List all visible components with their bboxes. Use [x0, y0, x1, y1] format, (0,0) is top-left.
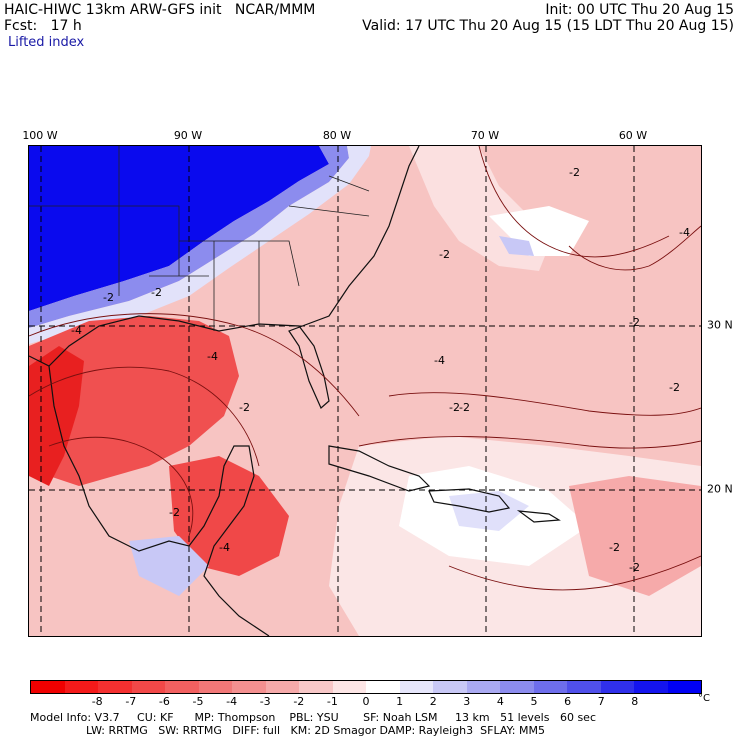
init-time: Init: 00 UTC Thu 20 Aug 15 [545, 2, 734, 18]
colorbar-segment [332, 681, 366, 693]
colorbar-tick-label: -7 [125, 695, 137, 708]
colorbar-segment [533, 681, 567, 693]
contour-label: -4 [207, 350, 218, 363]
lon-label-90w: 90 W [173, 129, 203, 142]
colorbar-segment [131, 681, 165, 693]
contour-label: -4 [71, 324, 82, 337]
contour-label: -2 [169, 506, 180, 519]
colorbar-unit: °C [698, 693, 710, 704]
contour-label: -2 [239, 401, 250, 414]
contour-label: -2 [629, 561, 640, 574]
colorbar-segment [667, 681, 701, 693]
valid-time: Valid: 17 UTC Thu 20 Aug 15 (15 LDT Thu … [362, 18, 734, 34]
caribbean-stable-patch [449, 491, 529, 531]
contour-label: -2 [439, 248, 450, 261]
contour-label: -2 [151, 286, 162, 299]
contour-label: -4 [219, 541, 230, 554]
colorbar-segment [634, 681, 668, 693]
colorbar-segment [399, 681, 433, 693]
colorbar-segment [64, 681, 98, 693]
lon-label-80w: 80 W [322, 129, 352, 142]
colorbar-segment [265, 681, 299, 693]
colorbar-tick-label: -6 [158, 695, 170, 708]
model-run-title: HAIC-HIWC 13km ARW-GFS init NCAR/MMM [4, 2, 316, 18]
colorbar-tick-label: -4 [226, 695, 238, 708]
atlantic-stable-patch [499, 236, 534, 256]
colorbar-tick-label: -8 [91, 695, 103, 708]
state-borders [29, 146, 370, 331]
contour-label: -2 [609, 541, 620, 554]
colorbar-tick-label: 1 [396, 695, 404, 708]
colorbar-segment [165, 681, 199, 693]
colorbar-segment [198, 681, 232, 693]
colorbar-segment [299, 681, 333, 693]
contour-label: -4 [679, 226, 690, 239]
contour-label: -2 [569, 166, 580, 179]
field-name: Lifted index [8, 35, 85, 50]
forecast-hour: Fcst: 17 h [4, 18, 82, 34]
colorbar-segment [600, 681, 634, 693]
colorbar-tick-label: 6 [564, 695, 572, 708]
lon-label-70w: 70 W [470, 129, 500, 142]
model-info-line-2: LW: RRTMG SW: RRTMG DIFF: full KM: 2D Sm… [30, 724, 545, 737]
unstable-gulf [29, 316, 239, 486]
coastlines [29, 146, 561, 636]
colorbar [30, 680, 702, 694]
colorbar-tick-label: -5 [192, 695, 204, 708]
lon-label-60w: 60 W [618, 129, 648, 142]
colorbar-tick-label: -1 [326, 695, 338, 708]
contour-label: -2 [103, 291, 114, 304]
colorbar-segment [31, 681, 65, 693]
lifted-index-map: -2 -2 -4 -4 -2 -2 -2 -2 -4 -2 -2 -4 -4 -… [28, 145, 702, 637]
graticule [29, 146, 701, 636]
colorbar-tick-label: -3 [259, 695, 271, 708]
colorbar-tick-label: 0 [362, 695, 370, 708]
eastern-caribbean-unstable [569, 476, 701, 596]
colorbar-tick-label: 8 [631, 695, 639, 708]
lat-label-20n: 20 N [707, 482, 733, 496]
contour-label: -2 [459, 401, 470, 414]
colorbar-tick-label: 3 [463, 695, 471, 708]
stable-transition-north [29, 146, 349, 328]
colorbar-tick-labels: -8 -7 -6 -5 -4 -3 -2 -1 0 1 2 3 4 5 6 7 8 [30, 695, 702, 708]
contour-lines [29, 146, 701, 591]
colorbar-segment [98, 681, 132, 693]
model-info-line-1: Model Info: V3.7 CU: KF MP: Thompson PBL… [30, 711, 596, 724]
lat-label-30n: 30 N [707, 318, 733, 332]
colorbar-segment [567, 681, 601, 693]
colorbar-segment [500, 681, 534, 693]
colorbar-segment [433, 681, 467, 693]
contour-label-group: -2 -2 -4 -4 -2 -2 -2 -2 -4 -2 -2 -4 -4 -… [71, 166, 690, 574]
colorbar-tick-label: 5 [530, 695, 538, 708]
map-canvas: -2 -2 -4 -4 -2 -2 -2 -2 -4 -2 -2 -4 -4 -… [29, 146, 701, 636]
contour-label: -4 [434, 354, 445, 367]
colorbar-tick-label: 4 [496, 695, 504, 708]
colorbar-segment [366, 681, 400, 693]
colorbar-segment [232, 681, 266, 693]
colorbar-tick-label: 2 [429, 695, 437, 708]
contour-label: -2 [449, 401, 460, 414]
colorbar-tick-label: 7 [597, 695, 605, 708]
unstable-yucatan [169, 456, 289, 576]
colorbar-segment [466, 681, 500, 693]
lon-label-100w: 100 W [22, 129, 58, 142]
colorbar-tick-label: -2 [293, 695, 305, 708]
contour-label: -2 [629, 316, 640, 329]
contour-label: -2 [669, 381, 680, 394]
